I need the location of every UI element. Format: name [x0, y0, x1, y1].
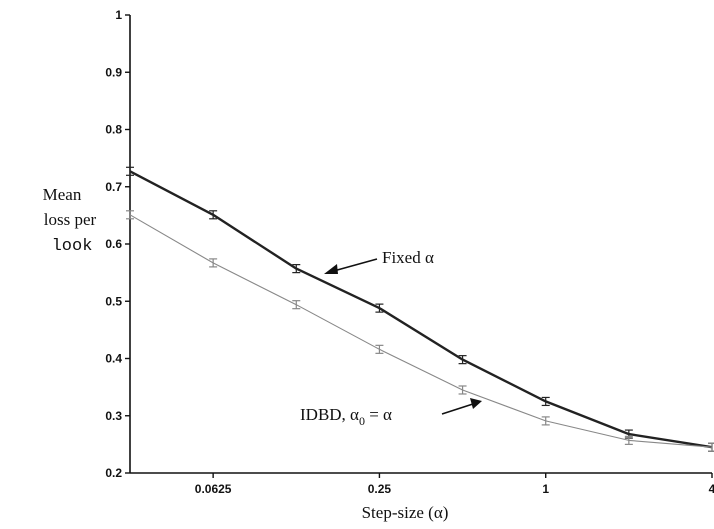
data-point-error-bar [209, 258, 218, 268]
annotation-idbd-arrow-shaft [441, 402, 477, 415]
y-tick-label: 0.9 [105, 65, 122, 79]
data-point-error-bar [458, 385, 467, 395]
annotation-fixed-arrowhead [324, 264, 338, 274]
annotation-idbd-sub: 0 [359, 414, 365, 428]
x-tick-label: 4 [709, 482, 714, 496]
series-line [129, 170, 713, 449]
data-point-error-bar [126, 166, 134, 176]
y-axis-title-line-2: loss per [44, 210, 97, 229]
series-layer [126, 166, 714, 452]
data-point-error-bar [375, 303, 384, 313]
y-tick-label: 0.6 [105, 237, 122, 251]
y-tick-label: 0.8 [105, 123, 122, 137]
x-axis-title: Step-size (α) [362, 503, 449, 522]
annotation-idbd-main: IDBD, α [300, 405, 359, 424]
annotation-idbd: IDBD, α0 = α [300, 398, 482, 428]
data-point-error-bar [292, 264, 301, 274]
y-axis-ticks: 0.2 0.3 0.4 0.5 0.6 0.7 0.8 0.9 1 [105, 8, 130, 480]
series-2 [126, 210, 714, 452]
y-axis-title-line-1: Mean [43, 185, 82, 204]
data-point-error-bar [708, 442, 714, 452]
data-point-error-bar [541, 396, 550, 407]
annotation-fixed: Fixed α [324, 248, 434, 274]
annotation-idbd-tail: = α [365, 405, 392, 424]
y-tick-label: 0.5 [105, 294, 122, 308]
y-tick-label: 0.4 [105, 352, 122, 366]
annotation-idbd-arrowhead [470, 398, 482, 409]
data-point-error-bar [624, 435, 633, 445]
annotation-idbd-label: IDBD, α0 = α [300, 405, 392, 428]
y-tick-label: 0.2 [105, 466, 122, 480]
x-tick-label: 0.25 [368, 482, 392, 496]
series-line [129, 214, 713, 448]
y-tick-label: 0.3 [105, 409, 122, 423]
y-tick-label: 0.7 [105, 180, 122, 194]
annotation-fixed-arrow-shaft [329, 258, 378, 273]
annotation-fixed-label: Fixed α [382, 248, 434, 267]
data-point-error-bar [126, 210, 134, 220]
data-point-error-bar [458, 355, 467, 365]
data-point-error-bar [292, 300, 301, 310]
data-point-error-bar [375, 344, 384, 354]
data-point-error-bar [541, 416, 550, 426]
y-axis-title-line-3: look [52, 237, 93, 256]
x-axis-ticks: 0.0625 0.25 1 4 [195, 473, 714, 496]
series-1 [126, 166, 714, 452]
x-tick-label: 1 [542, 482, 549, 496]
y-axis-title: Mean loss per look [43, 185, 97, 256]
data-point-error-bar [209, 210, 218, 220]
y-tick-label: 1 [115, 8, 122, 22]
x-tick-label: 0.0625 [195, 482, 232, 496]
